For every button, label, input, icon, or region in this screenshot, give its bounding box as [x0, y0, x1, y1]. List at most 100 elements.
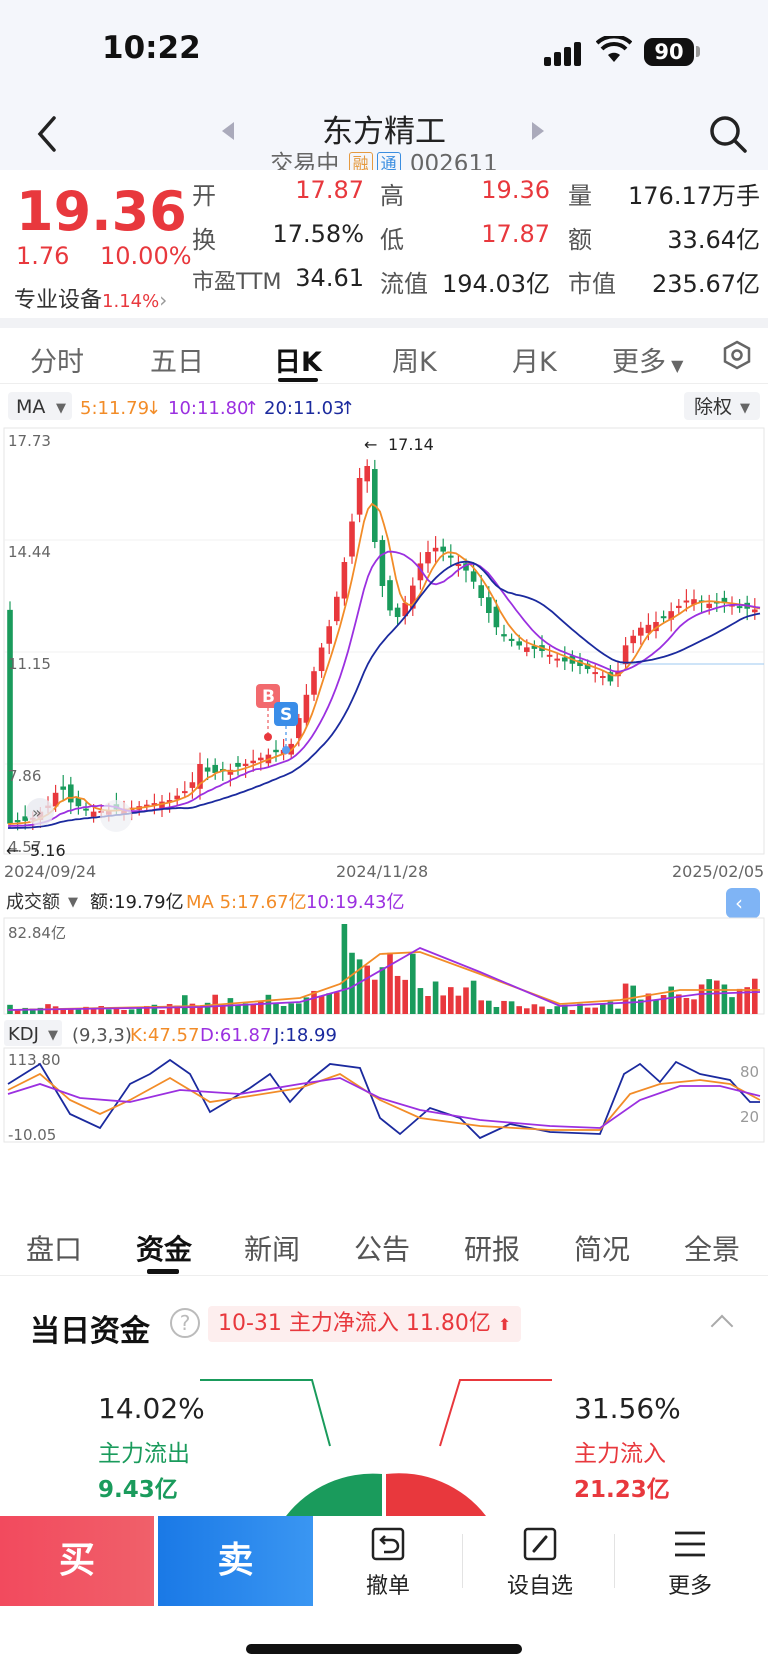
buy-marker[interactable]: [256, 684, 280, 708]
kdj-select[interactable]: [4, 1020, 62, 1046]
tab-announcements[interactable]: 公告: [354, 1233, 411, 1266]
volume-ma-lines: [7, 947, 761, 1011]
kdj-params: (9,3,3): [72, 1025, 132, 1046]
prev-stock-icon[interactable]: [222, 122, 234, 140]
kdj-j: J:18.99: [273, 1025, 337, 1046]
tab-news[interactable]: 新闻: [244, 1233, 301, 1266]
funds-donut: [200, 1379, 552, 1516]
quote-value-market-cap: 235.67亿: [652, 270, 760, 298]
volume-bar: [318, 995, 325, 1014]
candle-body: [676, 605, 682, 609]
volume-bar: [52, 1006, 59, 1014]
net-inflow-badge: 10-31 主力净流入 11.80亿 ⬆: [208, 1306, 522, 1342]
kline-chart-svg[interactable]: MA ▼ 5:11.79 ↓ 10:11.80 ↑ 20:11.03 ↑ 除权 …: [0, 384, 768, 1224]
x-tick: 2024/09/24: [4, 862, 96, 881]
candle-body: [90, 811, 97, 817]
quote-value-open: 17.87: [295, 176, 364, 204]
candle-body: [402, 602, 408, 617]
kdj-label: KDJ: [8, 1024, 39, 1045]
candle-body: [622, 645, 629, 665]
outflow-value: 9.43亿: [98, 1477, 178, 1503]
volume-bar: [592, 1007, 598, 1014]
candle-body: [691, 599, 697, 605]
tab-daily-k[interactable]: 日K: [274, 347, 322, 378]
chart-hint-dot: [100, 800, 132, 832]
volume-bar: [448, 987, 454, 1014]
quote-value-pe: 34.61: [295, 264, 364, 292]
settings-hexagon-icon[interactable]: [722, 340, 752, 370]
volume-bar: [204, 1002, 211, 1014]
candle-body: [493, 606, 500, 628]
volume-bar: [698, 984, 705, 1014]
indicator-label: MA: [16, 396, 45, 418]
candle-body: [22, 816, 28, 821]
volume-bar: [296, 1003, 302, 1014]
tab-weekly-k[interactable]: 周K: [392, 347, 437, 378]
volume-ma5-line: [7, 951, 760, 1011]
tab-more[interactable]: 更多 ▼: [612, 340, 683, 379]
adjust-select[interactable]: [684, 392, 760, 420]
next-stock-icon[interactable]: [532, 122, 544, 140]
sector-name: 专业设备: [14, 288, 103, 313]
back-icon[interactable]: [32, 114, 62, 154]
tab-funds[interactable]: 资金: [136, 1233, 193, 1266]
side-panel-toggle[interactable]: [726, 888, 760, 918]
volume-label[interactable]: 成交额: [6, 892, 60, 913]
stock-header: 东方精工 交易中 融通 002611: [0, 100, 768, 177]
volume-bar: [14, 1009, 21, 1014]
cancel-order-button[interactable]: 撤单: [328, 1526, 448, 1600]
expand-chart-icon[interactable]: [26, 798, 54, 826]
volume-bar: [220, 1005, 226, 1014]
candle-body: [204, 767, 211, 772]
tab-five-day[interactable]: 五日: [150, 347, 204, 378]
chevron-right-icon: ›: [159, 288, 168, 312]
tab-intraday[interactable]: 分时: [30, 347, 84, 378]
buy-button[interactable]: 买: [0, 1516, 154, 1606]
candle-body: [432, 547, 439, 552]
kline-chart-area[interactable]: MA ▼ 5:11.79 ↓ 10:11.80 ↑ 20:11.03 ↑ 除权 …: [0, 384, 768, 1224]
max-price-arrow: ←: [364, 435, 377, 454]
volume-bar: [402, 979, 408, 1014]
volume-bar: [144, 1005, 150, 1014]
tab-monthly-k[interactable]: 月K: [512, 347, 557, 378]
divider: [614, 1534, 615, 1588]
volume-bar: [539, 1006, 545, 1014]
sell-marker[interactable]: [274, 702, 298, 726]
buy-point: [264, 733, 272, 741]
volume-bar: [387, 952, 393, 1014]
tab-profile[interactable]: 简况: [574, 1233, 631, 1266]
up-arrow-icon: ↑: [244, 398, 259, 419]
candle-body: [736, 606, 743, 609]
tab-overview[interactable]: 全景: [684, 1233, 741, 1266]
more-actions-button[interactable]: 更多: [630, 1526, 750, 1600]
volume-bar: [22, 1007, 28, 1014]
candle-body: [531, 645, 538, 649]
indicator-select[interactable]: [8, 392, 72, 420]
candle-body: [638, 627, 644, 636]
candle-body: [318, 647, 325, 672]
sector-pct: 1.14%: [102, 291, 160, 312]
candles-group: [7, 459, 758, 831]
outflow-label: 主力流出: [98, 1441, 190, 1467]
volume-bar: [493, 1006, 500, 1014]
kdj-d-line: [7, 1077, 761, 1129]
tab-research[interactable]: 研报: [464, 1233, 521, 1266]
help-icon[interactable]: ?: [170, 1308, 200, 1338]
tab-order-book[interactable]: 盘口: [26, 1233, 83, 1266]
sell-point: [282, 746, 290, 754]
sell-button[interactable]: 卖: [158, 1516, 313, 1606]
period-tabs: 分时 五日 日K 周K 月K 更多 ▼: [0, 328, 768, 384]
candle-body: [212, 764, 218, 773]
sector-link[interactable]: 专业设备1.14%›: [14, 282, 167, 314]
candle-body: [326, 626, 332, 644]
volume-bar: [75, 1008, 82, 1014]
x-tick: 2024/11/28: [336, 862, 428, 881]
candle-body: [683, 600, 690, 603]
add-watchlist-button[interactable]: 设自选: [480, 1526, 600, 1600]
volume-bar: [311, 990, 317, 1014]
search-icon[interactable]: [708, 114, 748, 154]
volume-bar: [638, 999, 644, 1014]
volume-bar: [432, 981, 439, 1014]
quote-value-volume: 176.17万手: [628, 182, 760, 210]
ma-lines-group: [7, 502, 761, 829]
